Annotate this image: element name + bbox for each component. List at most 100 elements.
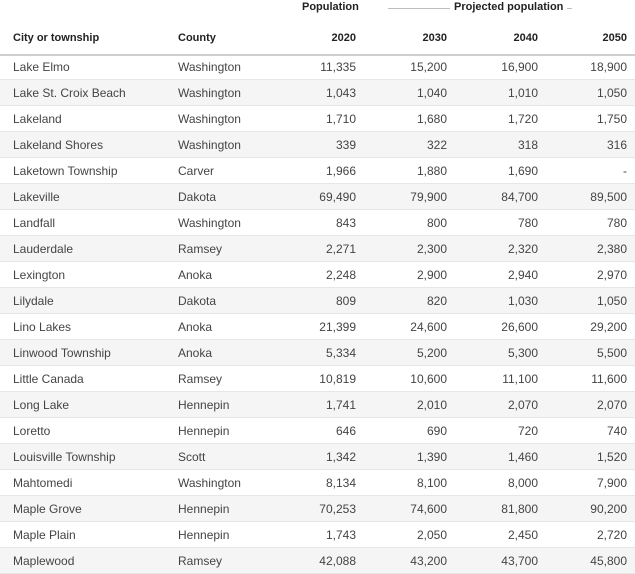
county-cell: Ramsey xyxy=(178,242,223,256)
projection-2050-cell: 29,200 xyxy=(590,320,627,334)
projection-2040-cell: 2,940 xyxy=(507,268,538,282)
table-row: Lexington Anoka 2,248 2,900 2,940 2,970 xyxy=(0,262,635,288)
projection-2050-cell: 2,720 xyxy=(596,528,627,542)
projection-2050-cell: 2,380 xyxy=(596,242,627,256)
projection-2050-cell: 780 xyxy=(606,216,627,230)
table-row: Lakeville Dakota 69,490 79,900 84,700 89,500 xyxy=(0,184,635,210)
city-cell: Maple Grove xyxy=(13,502,82,516)
projection-2040-cell: 2,320 xyxy=(507,242,538,256)
city-cell: Lakeland Shores xyxy=(13,138,104,152)
city-cell: Lauderdale xyxy=(13,242,74,256)
projection-2040-cell: 2,070 xyxy=(507,398,538,412)
table-row: Maple Plain Hennepin 1,743 2,050 2,450 2,720 xyxy=(0,522,635,548)
projection-2030-cell: 1,880 xyxy=(416,164,447,178)
table-row: Lakeland Shores Washington 339 322 318 316 xyxy=(0,132,635,158)
population-2020-cell: 5,334 xyxy=(325,346,356,360)
projection-2050-cell: 1,050 xyxy=(596,86,627,100)
population-2020-cell: 10,819 xyxy=(319,372,356,386)
projection-2030-cell: 74,600 xyxy=(410,502,447,516)
table-row: Lauderdale Ramsey 2,271 2,300 2,320 2,380 xyxy=(0,236,635,262)
projection-2040-cell: 1,460 xyxy=(507,450,538,464)
county-cell: Washington xyxy=(178,86,241,100)
population-2020-cell: 339 xyxy=(335,138,356,152)
population-2020-cell: 1,743 xyxy=(325,528,356,542)
projection-2030-cell: 1,390 xyxy=(416,450,447,464)
county-cell: Anoka xyxy=(178,268,213,282)
city-cell: Long Lake xyxy=(13,398,70,412)
population-2020-cell: 11,335 xyxy=(320,60,356,74)
projection-2040-cell: 720 xyxy=(517,424,538,438)
county-cell: Dakota xyxy=(178,294,217,308)
city-cell: Little Canada xyxy=(13,372,84,386)
projection-2040-cell: 318 xyxy=(517,138,538,152)
table-row: Linwood Township Anoka 5,334 5,200 5,300 5,50… xyxy=(0,340,635,366)
county-cell: Washington xyxy=(178,216,241,230)
table-row: Laketown Township Carver 1,966 1,880 1,690 - xyxy=(0,158,635,184)
table-body: Lake Elmo Washington 11,335 15,200 16,900 18,… xyxy=(0,54,635,574)
column-header-2030: 2030 xyxy=(422,32,447,44)
population-2020-cell: 1,710 xyxy=(325,112,356,126)
projection-2050-cell: 2,970 xyxy=(596,268,627,282)
projection-2030-cell: 8,100 xyxy=(416,476,447,490)
projection-2030-cell: 2,300 xyxy=(416,242,447,256)
county-cell: Washington xyxy=(178,476,241,490)
projection-2030-cell: 5,200 xyxy=(416,346,447,360)
county-cell: Anoka xyxy=(178,320,213,334)
projection-2040-cell: 780 xyxy=(517,216,538,230)
projection-2030-cell: 820 xyxy=(426,294,447,308)
projection-2030-cell: 690 xyxy=(426,424,447,438)
population-2020-cell: 1,342 xyxy=(325,450,356,464)
county-cell: Hennepin xyxy=(178,502,230,516)
table-row: Lake St. Croix Beach Washington 1,043 1,040… xyxy=(0,80,635,106)
population-2020-cell: 1,741 xyxy=(325,398,356,412)
population-2020-cell: 2,271 xyxy=(325,242,356,256)
projection-2050-cell: - xyxy=(623,164,627,178)
projection-2030-cell: 2,050 xyxy=(416,528,447,542)
projection-2050-cell: 1,520 xyxy=(596,450,627,464)
population-2020-cell: 70,253 xyxy=(319,502,356,516)
population-2020-cell: 8,134 xyxy=(325,476,356,490)
column-header-2050: 2050 xyxy=(602,32,627,44)
projection-2030-cell: 79,900 xyxy=(410,190,447,204)
table-row: Little Canada Ramsey 10,819 10,600 11,100 11,… xyxy=(0,366,635,392)
table-row: Long Lake Hennepin 1,741 2,010 2,070 2,070 xyxy=(0,392,635,418)
projection-2050-cell: 11,600 xyxy=(591,372,627,386)
projection-2030-cell: 2,900 xyxy=(416,268,447,282)
city-cell: Maplewood xyxy=(13,554,75,568)
population-2020-cell: 1,043 xyxy=(325,86,356,100)
table-row: Loretto Hennepin 646 690 720 740 xyxy=(0,418,635,444)
city-cell: Lilydale xyxy=(13,294,54,308)
projection-2030-cell: 24,600 xyxy=(410,320,447,334)
city-cell: Lakeland xyxy=(13,112,62,126)
projection-2050-cell: 1,050 xyxy=(596,294,627,308)
city-cell: Mahtomedi xyxy=(13,476,73,490)
city-cell: Lexington xyxy=(13,268,66,282)
county-cell: Washington xyxy=(178,60,241,74)
column-header-2020: 2020 xyxy=(331,32,356,44)
population-2020-cell: 21,399 xyxy=(319,320,356,334)
county-cell: Washington xyxy=(178,138,241,152)
city-cell: Lake St. Croix Beach xyxy=(13,86,126,100)
projection-2030-cell: 15,200 xyxy=(410,60,447,74)
city-cell: Linwood Township xyxy=(13,346,111,360)
county-cell: Ramsey xyxy=(178,554,223,568)
projection-2030-cell: 800 xyxy=(426,216,447,230)
city-cell: Laketown Township xyxy=(13,164,118,178)
projection-2030-cell: 1,680 xyxy=(416,112,447,126)
projection-2030-cell: 2,010 xyxy=(416,398,447,412)
column-header-city: City or township xyxy=(13,32,100,44)
city-cell: Maple Plain xyxy=(13,528,76,542)
population-2020-cell: 843 xyxy=(335,216,356,230)
projection-2040-cell: 5,300 xyxy=(507,346,538,360)
projection-2030-cell: 322 xyxy=(426,138,447,152)
projection-2050-cell: 90,200 xyxy=(590,502,627,516)
table-row: Lakeland Washington 1,710 1,680 1,720 1,750 xyxy=(0,106,635,132)
table-row: Lake Elmo Washington 11,335 15,200 16,900 18,… xyxy=(0,54,635,80)
county-cell: Hennepin xyxy=(178,398,230,412)
city-cell: Loretto xyxy=(13,424,51,438)
table-row: Lino Lakes Anoka 21,399 24,600 26,600 29,200 xyxy=(0,314,635,340)
projection-2050-cell: 1,750 xyxy=(596,112,627,126)
projection-2040-cell: 1,010 xyxy=(507,86,538,100)
projection-2040-cell: 84,700 xyxy=(501,190,538,204)
city-cell: Louisville Township xyxy=(13,450,116,464)
